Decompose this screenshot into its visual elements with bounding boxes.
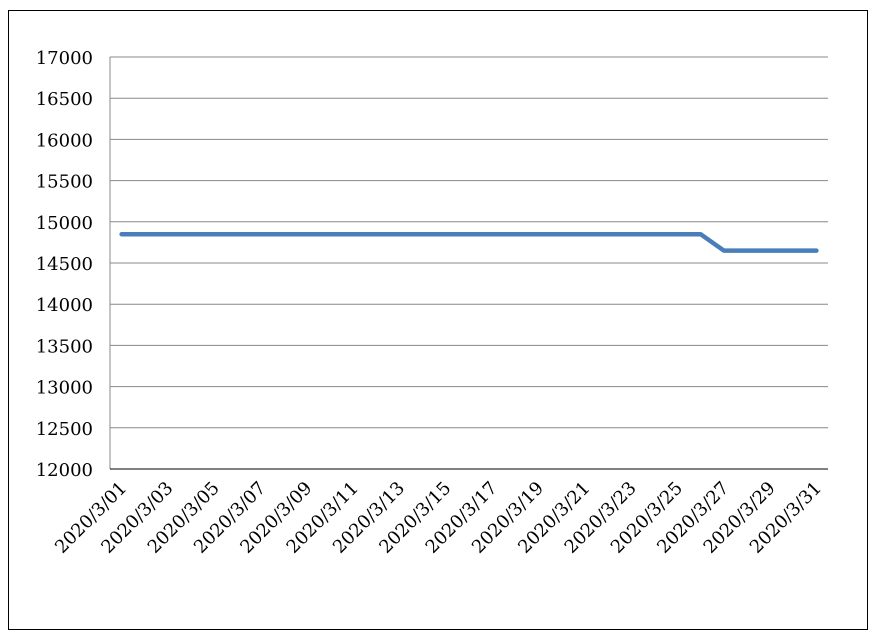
y-tick-label: 14000 — [36, 295, 93, 316]
y-tick-label: 14500 — [36, 254, 93, 275]
y-tick-label: 17000 — [36, 48, 93, 69]
y-tick-label: 16000 — [36, 130, 93, 151]
y-tick-label: 15000 — [36, 213, 93, 234]
y-tick-label: 13000 — [36, 378, 93, 399]
y-tick-label: 13500 — [36, 336, 93, 357]
y-tick-label: 12500 — [36, 419, 93, 440]
y-tick-label: 15500 — [36, 172, 93, 193]
series-line — [119, 231, 819, 253]
chart-frame — [8, 10, 868, 630]
y-tick-label: 16500 — [36, 89, 93, 110]
y-tick-label: 12000 — [36, 460, 93, 481]
